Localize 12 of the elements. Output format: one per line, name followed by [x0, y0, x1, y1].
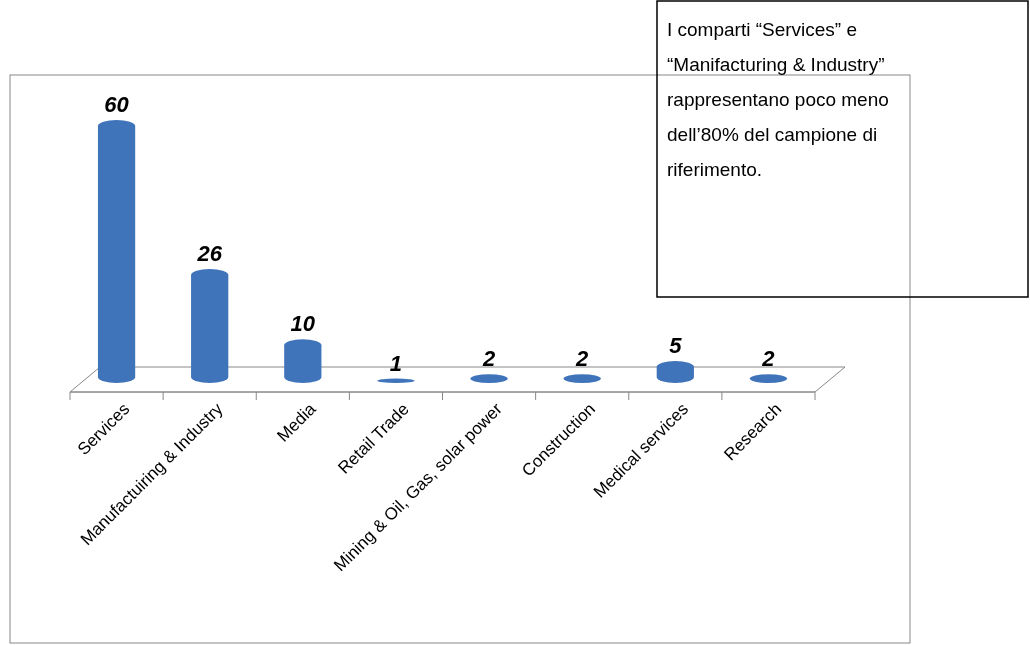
- annotation: I comparti “Services” e “Manifacturing & Industry” rappresentano poco meno dell’80% del campione di riferimento.: [667, 19, 889, 180]
- bar: [284, 339, 322, 383]
- bar: [191, 269, 229, 383]
- data-label: 2: [481, 346, 496, 372]
- data-label: 2: [575, 346, 590, 372]
- data-label: 2: [761, 346, 776, 372]
- data-label: 5: [669, 333, 683, 359]
- data-label: 1: [389, 350, 403, 376]
- data-label: 10: [290, 311, 316, 337]
- data-label: 26: [196, 241, 223, 267]
- bar: [97, 120, 136, 383]
- data-label: 60: [104, 92, 130, 117]
